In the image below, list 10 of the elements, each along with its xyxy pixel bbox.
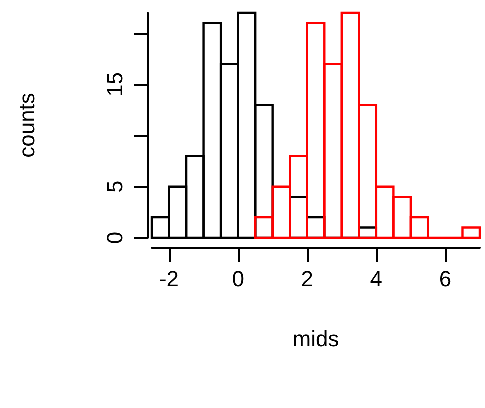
x-tick-label: -2: [159, 266, 180, 292]
y-tick-label: 15: [102, 72, 128, 97]
x-tick-label: 6: [439, 266, 452, 292]
y-tick-label: 5: [102, 180, 128, 193]
x-axis-title: mids: [292, 326, 340, 352]
x-tick-label: 2: [301, 266, 314, 292]
x-tick-label: 0: [232, 266, 244, 292]
x-tick-label: 4: [370, 266, 383, 292]
y-tick-label: 0: [102, 232, 128, 244]
y-axis-title: counts: [14, 93, 40, 158]
